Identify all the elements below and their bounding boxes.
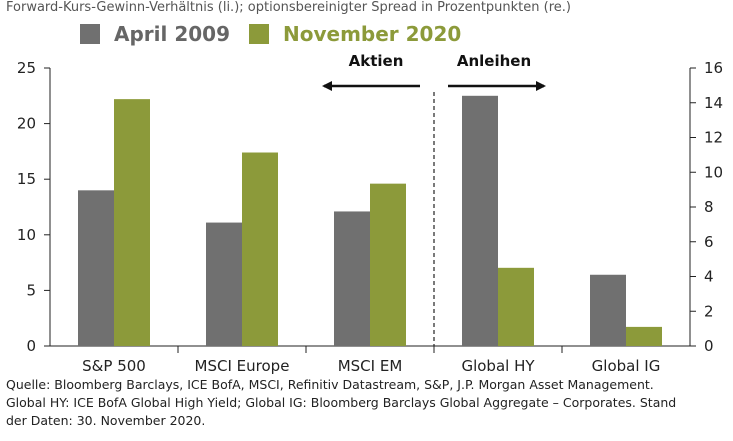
legend-item-april-2009: April 2009 [80, 22, 230, 46]
legend-label-april-2009: April 2009 [114, 22, 230, 46]
bar-november-2020-global-hy [498, 267, 534, 346]
right-tick-label: 16 [704, 59, 723, 77]
left-tick-label: 5 [26, 281, 36, 299]
source-line-1: Quelle: Bloomberg Barclays, ICE BofA, MS… [6, 377, 654, 392]
bar-april-2009-msci-europe [206, 222, 242, 346]
right-tick-label: 10 [704, 163, 723, 181]
category-label-global-ig: Global IG [592, 357, 661, 375]
bar-november-2020-msci-europe [242, 152, 278, 346]
bar-april-2009-global-hy [462, 95, 498, 346]
right-tick-label: 2 [704, 302, 714, 320]
legend-swatch-november-2020 [249, 24, 269, 44]
source-note: Quelle: Bloomberg Barclays, ICE BofA, MS… [6, 376, 728, 430]
bar-april-2009-global-ig [590, 274, 626, 346]
right-tick-label: 4 [704, 268, 714, 286]
legend-item-november-2020: November 2020 [249, 22, 461, 46]
bar-chart: 0 5 10 15 20 25 0 2 4 6 8 10 12 14 16 S&P 500 MSCI Europ… [17, 52, 723, 375]
category-label-s-p-500: S&P 500 [82, 357, 146, 375]
anleihen-label: Anleihen [457, 52, 531, 70]
category-label-msci-em: MSCI EM [338, 357, 403, 375]
category-label-global-hy: Global HY [461, 357, 535, 375]
bar-november-2020-s-p-500 [114, 99, 150, 346]
left-tick-label: 25 [17, 59, 36, 77]
bar-april-2009-msci-em [334, 211, 370, 346]
bar-april-2009-s-p-500 [78, 190, 114, 346]
right-tick-label: 0 [704, 337, 714, 355]
bar-november-2020-global-ig [626, 326, 662, 346]
right-tick-label: 12 [704, 129, 723, 147]
legend-swatch-april-2009 [80, 24, 100, 44]
aktien-label: Aktien [349, 52, 404, 70]
source-line-3: der Daten: 30. November 2020. [6, 413, 206, 428]
category-label-msci-europe: MSCI Europe [195, 357, 290, 375]
right-tick-label: 6 [704, 233, 714, 251]
left-tick-label: 10 [17, 226, 36, 244]
right-tick-label: 14 [704, 94, 723, 112]
right-tick-label: 8 [704, 198, 714, 216]
source-line-2: Global HY: ICE BofA Global High Yield; G… [6, 395, 677, 410]
chart-subtitle: Forward-Kurs-Gewinn-Verhältnis (li.); op… [6, 0, 571, 15]
left-tick-label: 0 [26, 337, 36, 355]
bar-november-2020-msci-em [370, 183, 406, 346]
left-tick-label: 15 [17, 170, 36, 188]
legend-label-november-2020: November 2020 [283, 22, 462, 46]
left-tick-label: 20 [17, 115, 36, 133]
